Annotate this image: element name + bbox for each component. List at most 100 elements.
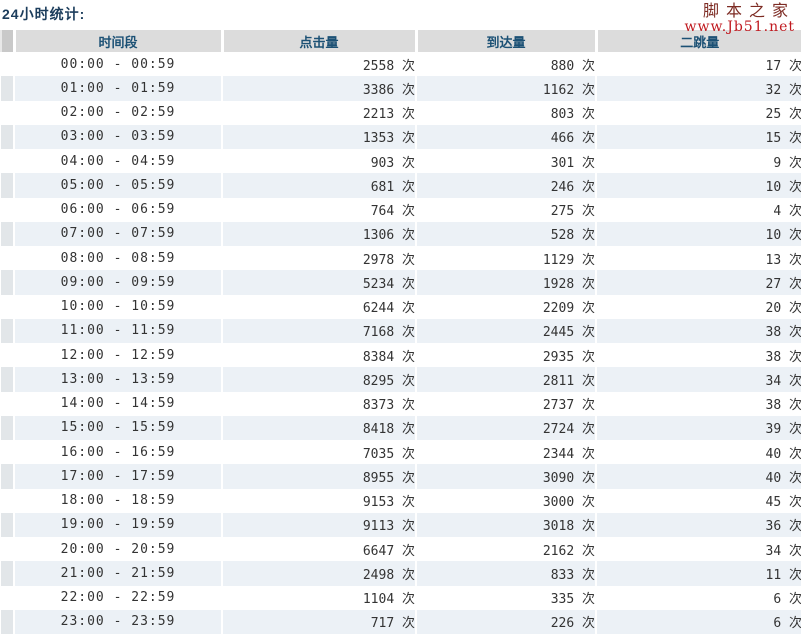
row-corner-cell (1, 197, 15, 222)
cell-clicks: 8295 次 (222, 367, 417, 392)
row-corner-cell (1, 124, 15, 149)
cell-clicks: 1353 次 (222, 124, 417, 149)
cell-bounces: 39 次 (596, 415, 801, 440)
table-row: 11:00 - 11:59 7168 次 2445 次 38 次 (1, 318, 801, 343)
row-corner-cell (1, 440, 15, 465)
table-row: 13:00 - 13:59 8295 次 2811 次 34 次 (1, 367, 801, 392)
cell-time-period: 19:00 - 19:59 (14, 512, 223, 537)
cell-time-period: 16:00 - 16:59 (14, 440, 223, 465)
cell-arrivals: 803 次 (416, 100, 597, 125)
cell-arrivals: 2935 次 (416, 343, 597, 368)
row-corner-cell (1, 391, 15, 416)
table-row: 19:00 - 19:59 9113 次 3018 次 36 次 (1, 512, 801, 537)
table-row: 12:00 - 12:59 8384 次 2935 次 38 次 (1, 343, 801, 368)
cell-arrivals: 2724 次 (416, 415, 597, 440)
watermark-brand: 脚本之家 (702, 1, 795, 20)
table-row: 01:00 - 01:59 3386 次 1162 次 32 次 (1, 76, 801, 101)
cell-bounces: 10 次 (596, 221, 801, 246)
cell-arrivals: 466 次 (416, 124, 597, 149)
row-corner-cell (1, 294, 15, 319)
cell-time-period: 20:00 - 20:59 (14, 537, 223, 562)
row-corner-cell (1, 173, 15, 198)
cell-clicks: 2978 次 (222, 246, 417, 271)
cell-bounces: 6 次 (773, 592, 801, 608)
cell-bounces: 25 次 (765, 107, 801, 123)
cell-clicks: 8373 次 (222, 391, 417, 416)
cell-arrivals: 528 次 (416, 221, 597, 246)
row-corner-cell (1, 488, 15, 513)
cell-bounces: 34 次 (765, 543, 801, 559)
cell-bounces: 6 次 (596, 609, 801, 634)
cell-time-period: 14:00 - 14:59 (14, 391, 223, 416)
cell-clicks: 2498 次 (222, 561, 417, 586)
row-corner-cell (1, 367, 15, 392)
cell-clicks: 9153 次 (222, 488, 417, 513)
row-corner-cell (1, 318, 15, 343)
row-corner-cell (1, 149, 15, 174)
cell-bounces: 40 次 (765, 446, 801, 462)
cell-clicks: 8955 次 (222, 464, 417, 489)
row-corner-cell (1, 464, 15, 489)
table-row: 17:00 - 17:59 8955 次 3090 次 40 次 (1, 464, 801, 489)
cell-time-period: 22:00 - 22:59 (14, 585, 223, 610)
cell-time-period: 13:00 - 13:59 (14, 367, 223, 392)
cell-clicks: 7035 次 (222, 440, 417, 465)
cell-bounces: 20 次 (765, 301, 801, 317)
cell-bounces: 36 次 (596, 512, 801, 537)
header-bounces: 二跳量 (596, 30, 801, 52)
cell-clicks: 1104 次 (222, 585, 417, 610)
table-row: 15:00 - 15:59 8418 次 2724 次 39 次 (1, 415, 801, 440)
cell-arrivals: 275 次 (416, 197, 597, 222)
cell-time-period: 09:00 - 09:59 (14, 270, 223, 295)
cell-arrivals: 226 次 (416, 609, 597, 634)
cell-arrivals: 2445 次 (416, 318, 597, 343)
cell-clicks: 2558 次 (222, 52, 417, 77)
cell-clicks: 681 次 (222, 173, 417, 198)
cell-clicks: 764 次 (222, 197, 417, 222)
watermark-site: www.Jb51.net (684, 18, 795, 35)
cell-arrivals: 335 次 (416, 585, 597, 610)
row-corner-cell (1, 415, 15, 440)
cell-arrivals: 2344 次 (416, 440, 597, 465)
cell-bounces: 45 次 (765, 495, 801, 511)
row-corner-cell (1, 100, 15, 125)
cell-bounces: 17 次 (765, 58, 801, 74)
cell-clicks: 903 次 (222, 149, 417, 174)
table-row: 06:00 - 06:59 764 次 275 次 4 次 (1, 197, 801, 222)
cell-arrivals: 2737 次 (416, 391, 597, 416)
cell-time-period: 17:00 - 17:59 (14, 464, 223, 489)
cell-arrivals: 2209 次 (416, 294, 597, 319)
table-row: 18:00 - 18:59 9153 次 3000 次 45 次 (1, 488, 801, 513)
table-row: 08:00 - 08:59 2978 次 1129 次 13 次 (1, 246, 801, 271)
cell-bounces: 27 次 (596, 270, 801, 295)
table-row: 03:00 - 03:59 1353 次 466 次 15 次 (1, 124, 801, 149)
cell-time-period: 23:00 - 23:59 (14, 609, 223, 634)
cell-time-period: 07:00 - 07:59 (14, 221, 223, 246)
row-corner-cell (1, 343, 15, 368)
row-corner-cell (1, 537, 15, 562)
header-time-period: 时间段 (14, 30, 224, 52)
header-clicks: 点击量 (222, 30, 418, 52)
row-corner-cell (1, 76, 15, 101)
row-corner-cell (1, 52, 15, 77)
cell-arrivals: 833 次 (416, 561, 597, 586)
cell-arrivals: 301 次 (416, 149, 597, 174)
cell-arrivals: 1129 次 (416, 246, 597, 271)
cell-clicks: 5234 次 (222, 270, 417, 295)
cell-clicks: 1306 次 (222, 221, 417, 246)
table-row: 10:00 - 10:59 6244 次 2209 次 20 次 (1, 294, 801, 319)
cell-time-period: 15:00 - 15:59 (14, 415, 223, 440)
table-row: 00:00 - 00:59 2558 次 880 次 17 次 (1, 52, 801, 77)
table-header: 时间段 点击量 到达量 二跳量 (0, 30, 801, 52)
table-row: 02:00 - 02:59 2213 次 803 次 25 次 (1, 100, 801, 125)
header-corner-cell (0, 30, 16, 52)
row-corner-cell (1, 512, 15, 537)
table-row: 05:00 - 05:59 681 次 246 次 10 次 (1, 173, 801, 198)
cell-clicks: 3386 次 (222, 76, 417, 101)
cell-bounces: 32 次 (596, 76, 801, 101)
row-corner-cell (1, 561, 15, 586)
cell-bounces: 38 次 (765, 349, 801, 365)
cell-bounces: 40 次 (596, 464, 801, 489)
table-row: 20:00 - 20:59 6647 次 2162 次 34 次 (1, 537, 801, 562)
